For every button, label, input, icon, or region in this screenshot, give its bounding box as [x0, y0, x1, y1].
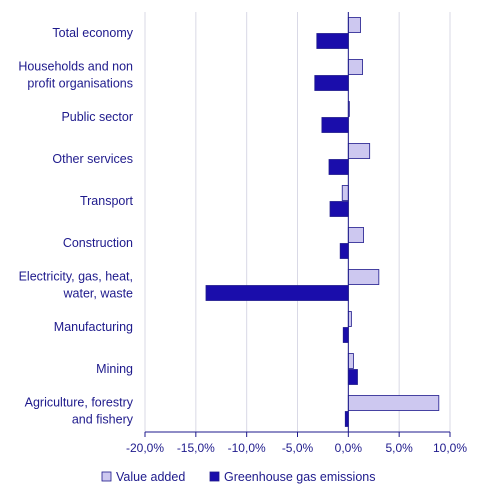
- bar-value-added: [347, 143, 371, 159]
- bar-ghg-emissions: [347, 369, 358, 385]
- legend-swatch-value-added: [101, 471, 112, 482]
- bar-value-added: [347, 269, 380, 285]
- category-label: Total economy: [52, 26, 133, 40]
- category-label: Transport: [80, 194, 134, 208]
- x-tick-label: 5,0%: [385, 441, 413, 455]
- legend-label-ghg-emissions: Greenhouse gas emissions: [224, 470, 375, 484]
- x-tick-label: -15,0%: [177, 441, 215, 455]
- bar-value-added: [347, 353, 354, 369]
- gridlines: [144, 12, 451, 432]
- bar-ghg-emissions: [314, 75, 349, 91]
- category-label: Agriculture, forestry and fishery: [25, 396, 134, 427]
- bar-ghg-emissions: [329, 201, 349, 217]
- category-label: Electricity, gas, heat, water, waste: [19, 270, 133, 301]
- legend: Value added Greenhouse gas emissions: [101, 470, 375, 484]
- category-labels: Total economy Households and non profit or…: [18, 26, 133, 427]
- category-label: Public sector: [61, 110, 133, 124]
- category-label: Mining: [96, 362, 133, 376]
- bar-value-added: [341, 185, 349, 201]
- bar-ghg-emissions: [205, 285, 349, 301]
- x-tick-labels: -20,0% -15,0% -10,0% -5,0% 0,0% 5,0% 10,0%: [126, 441, 467, 455]
- bar-value-added: [347, 17, 361, 33]
- bar-ghg-emissions: [316, 33, 349, 49]
- bar-ghg-emissions: [339, 243, 349, 259]
- axes: [144, 12, 451, 437]
- legend-label-value-added: Value added: [116, 470, 185, 484]
- category-label: Households and non profit organisations: [18, 60, 133, 91]
- bar-value-added: [347, 59, 363, 75]
- bar-value-added: [347, 395, 440, 411]
- bar-ghg-emissions: [321, 117, 349, 133]
- x-tick-label: -10,0%: [228, 441, 266, 455]
- bar-ghg-emissions: [342, 327, 349, 343]
- bar-value-added: [347, 227, 364, 243]
- category-label: Manufacturing: [54, 320, 133, 334]
- x-tick-label: -20,0%: [126, 441, 164, 455]
- category-label: Construction: [63, 236, 133, 250]
- x-tick-label: -5,0%: [282, 441, 314, 455]
- x-tick-label: 10,0%: [433, 441, 467, 455]
- category-label: Other services: [52, 152, 133, 166]
- bar-ghg-emissions: [328, 159, 349, 175]
- legend-swatch-ghg-emissions: [209, 471, 220, 482]
- x-tick-label: 0,0%: [335, 441, 363, 455]
- bars: [205, 17, 440, 427]
